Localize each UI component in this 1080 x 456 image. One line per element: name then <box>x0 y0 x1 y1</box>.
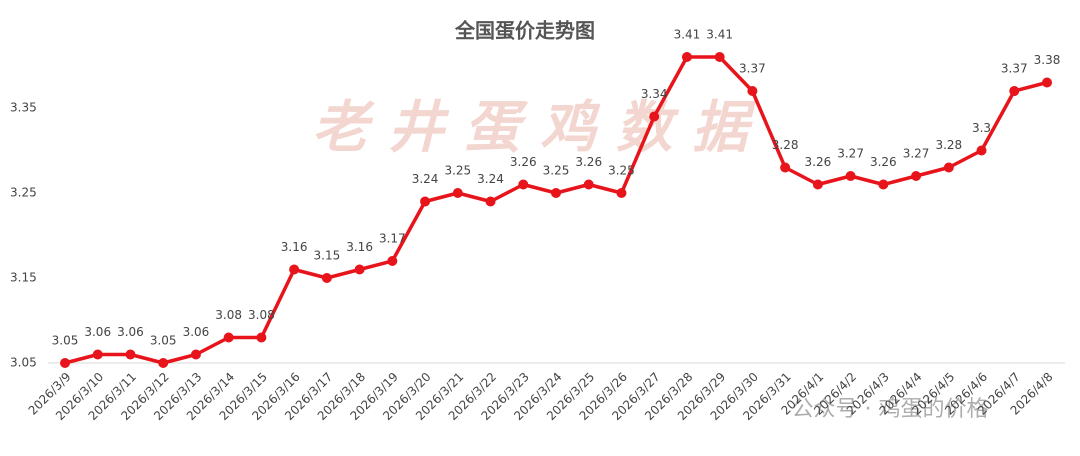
point <box>943 162 954 173</box>
point <box>845 171 856 181</box>
value-label: 3.25 <box>543 164 570 178</box>
point <box>1042 77 1052 88</box>
value-label: 3.25 <box>608 164 635 178</box>
point <box>911 171 922 181</box>
value-label: 3.08 <box>215 308 242 322</box>
value-label: 3.06 <box>117 325 144 339</box>
value-label: 3.06 <box>84 325 111 339</box>
point <box>289 264 300 275</box>
value-label: 3.08 <box>248 308 275 322</box>
value-label: 3.26 <box>805 155 832 169</box>
point <box>92 349 103 360</box>
value-label: 3.3 <box>972 121 991 135</box>
point <box>60 358 70 368</box>
value-label: 3.06 <box>183 325 210 339</box>
point <box>452 188 463 198</box>
value-label: 3.26 <box>870 155 897 169</box>
y-tick-label: 3.15 <box>10 271 37 285</box>
value-label: 3.28 <box>772 138 799 152</box>
point <box>190 349 201 360</box>
value-label: 3.27 <box>837 147 864 161</box>
point <box>780 162 791 173</box>
point <box>878 179 889 190</box>
value-label: 3.05 <box>52 334 79 348</box>
value-label: 3.26 <box>575 155 602 169</box>
watermark: 老井蛋鸡数据 <box>312 95 768 161</box>
point <box>485 196 496 207</box>
value-label: 3.28 <box>935 138 962 152</box>
point <box>223 332 234 343</box>
y-tick-label: 3.35 <box>10 101 37 115</box>
value-label: 3.05 <box>150 334 177 348</box>
value-label: 3.17 <box>379 232 406 246</box>
value-label: 3.15 <box>314 249 341 263</box>
point <box>681 52 692 62</box>
point <box>812 179 823 190</box>
y-tick-label: 3.25 <box>10 186 37 200</box>
value-label: 3.27 <box>903 147 930 161</box>
value-label: 3.16 <box>281 240 308 254</box>
value-label: 3.41 <box>674 28 701 42</box>
point <box>616 188 627 198</box>
value-label: 3.26 <box>510 155 537 169</box>
point <box>387 256 398 266</box>
point <box>256 332 267 343</box>
y-tick-label: 3.05 <box>10 356 37 370</box>
value-label: 3.16 <box>346 240 373 254</box>
watermark: 公众号 · 鸡蛋的价格 <box>792 397 989 422</box>
value-label: 3.41 <box>706 28 733 42</box>
value-label: 3.37 <box>739 62 766 76</box>
point <box>583 179 594 190</box>
chart-title: 全国蛋价走势图 <box>454 19 595 43</box>
point <box>649 111 660 122</box>
value-label: 3.25 <box>444 164 471 178</box>
value-label: 3.37 <box>1001 62 1028 76</box>
point <box>518 179 529 190</box>
value-label: 3.24 <box>477 172 504 186</box>
point <box>976 145 987 156</box>
point <box>551 188 561 198</box>
point <box>714 52 725 62</box>
value-label: 3.34 <box>641 87 668 101</box>
value-label: 3.24 <box>412 172 439 186</box>
point <box>747 86 758 96</box>
point <box>158 358 169 368</box>
value-label: 3.38 <box>1034 53 1061 67</box>
point <box>321 273 332 283</box>
point <box>125 349 136 360</box>
point <box>354 264 365 275</box>
point <box>1009 86 1020 96</box>
point <box>420 196 431 207</box>
